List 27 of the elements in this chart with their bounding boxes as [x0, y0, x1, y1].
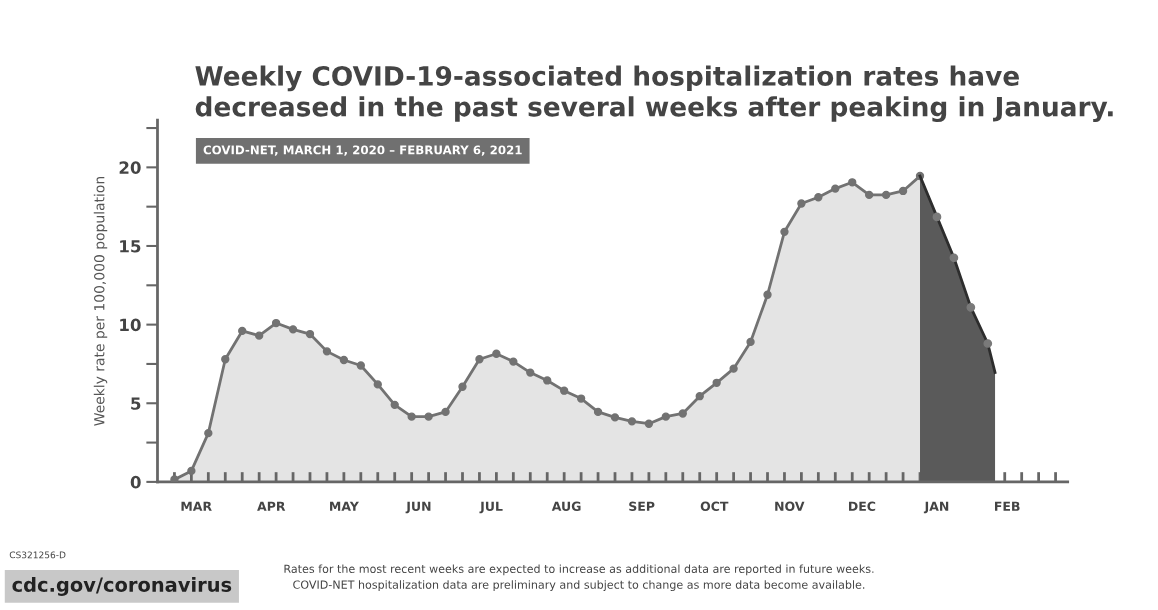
x-tick-label: MAY [330, 501, 359, 511]
x-tick-label: FEB [995, 501, 1020, 511]
y-tick-label: 15 [120, 240, 141, 253]
point [932, 212, 942, 222]
x-tick-label: DEC [849, 501, 876, 512]
point [983, 339, 993, 348]
point [949, 253, 959, 263]
point [966, 302, 976, 312]
y-tick-label: 10 [120, 318, 141, 332]
x-tick-label: MAR [181, 501, 212, 511]
y-tick-label: 0 [130, 475, 141, 489]
x-tick-label: NOV [775, 501, 805, 512]
x-tick-label: OCT [700, 501, 729, 512]
y-tick-label: 5 [131, 397, 141, 410]
chart-title: Weekly COVID-19-associated hospitalization rates have decreased in the past several weeks after peaking in January. [195, 65, 1113, 122]
text: Rates for the most recent weeks are expected to increase as additional data are reported in future weeks. COVID-NET hospitalization data are preliminary and subject to change as more data become available. [284, 564, 874, 591]
y-tick-label: 20 [119, 161, 141, 174]
text: cdc.gov/coronavirus [12, 576, 232, 596]
x-tick-label: JAN [923, 501, 949, 514]
text: CS321256-D [9, 551, 66, 559]
x-tick-label: AUG [551, 501, 581, 512]
y-axis-title: Weekly rate per 100,000 population [93, 177, 108, 426]
x-tick-label: JUL [479, 501, 503, 514]
x-tick-label: APR [257, 501, 286, 511]
text: COVID-NET, MARCH 1, 2020 – FEBRUARY 6, 2021 [203, 145, 522, 156]
x-tick-label: JUN [405, 501, 431, 514]
x-tick-label: SEP [629, 501, 655, 512]
